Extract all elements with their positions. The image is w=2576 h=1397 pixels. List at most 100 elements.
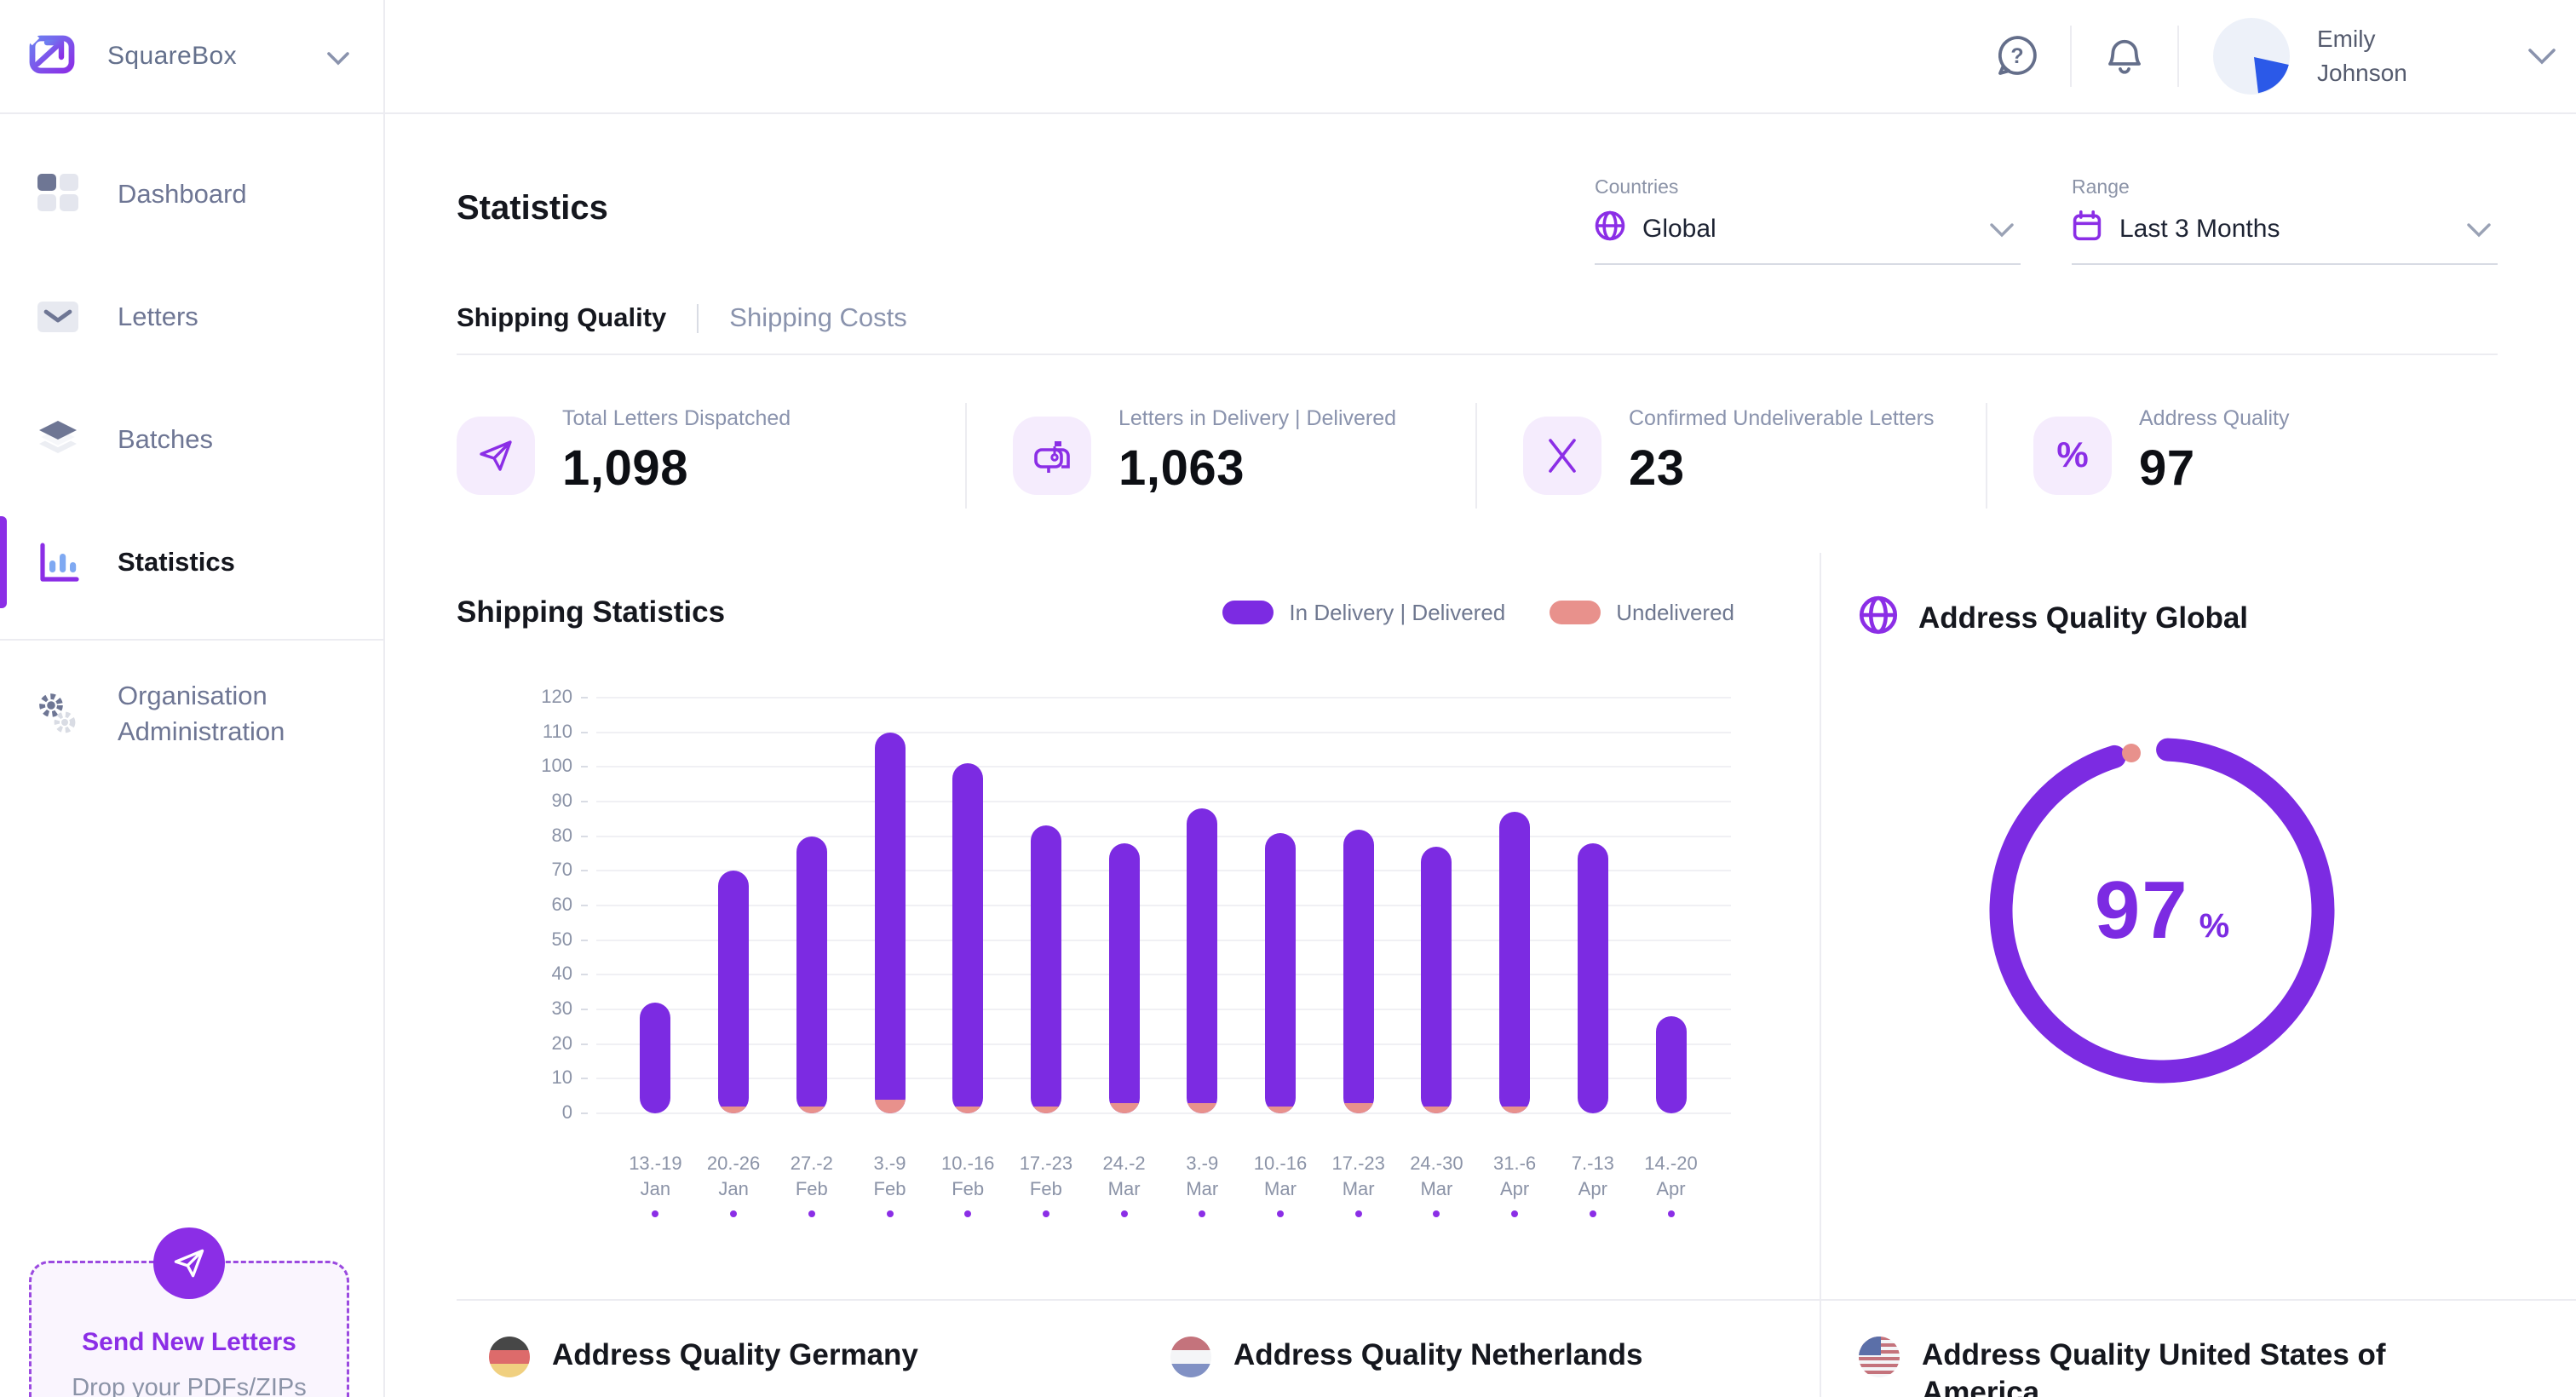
- brand-chevron-down-icon[interactable]: [327, 41, 349, 72]
- undelivered-segment: [1421, 1106, 1452, 1113]
- brand[interactable]: SquareBox: [0, 0, 385, 112]
- bar-17.-23-Mar: [1343, 829, 1374, 1113]
- gridline: [596, 697, 1731, 698]
- category-dot: [1354, 1210, 1362, 1217]
- globe-icon: [1595, 210, 1625, 248]
- gridline: [596, 939, 1731, 941]
- stat-value: 1,098: [562, 440, 689, 496]
- tab-shipping-quality[interactable]: Shipping Quality: [457, 302, 667, 332]
- category-dot: [1589, 1210, 1596, 1217]
- sidebar-item-organisation-administration[interactable]: Organisation Administration: [0, 675, 383, 753]
- undelivered-segment: [796, 1106, 827, 1113]
- y-axis-tick: [581, 835, 588, 837]
- category-dot: [886, 1210, 894, 1217]
- y-axis-tick: [581, 1078, 588, 1080]
- stat-card-address-quality: % Address Quality 97: [1987, 403, 2498, 509]
- legend-undelivered[interactable]: Undelivered: [1550, 600, 1734, 626]
- bar-7.-13-Apr: [1577, 842, 1608, 1113]
- gridline: [596, 905, 1731, 906]
- sidebar-item-statistics[interactable]: Statistics: [0, 516, 383, 608]
- sidebar-item-dashboard[interactable]: Dashboard: [0, 155, 383, 233]
- category-dot: [1667, 1210, 1675, 1217]
- dropzone-title: Send New Letters: [82, 1328, 296, 1356]
- y-axis-tick: [581, 974, 588, 976]
- usa-flag-icon: [1859, 1337, 1900, 1377]
- bar-3.-9-Mar: [1187, 808, 1218, 1113]
- y-axis-tick: [581, 801, 588, 802]
- stat-value: 97: [2139, 440, 2195, 496]
- y-axis-tick: [581, 697, 588, 698]
- donut-ring: [1989, 738, 2335, 1084]
- bar-10.-16-Feb: [952, 763, 984, 1113]
- bar-10.-16-Mar: [1265, 832, 1296, 1113]
- x-axis-label: 17.-23 Feb: [1019, 1153, 1073, 1199]
- stat-value: 1,063: [1118, 440, 1245, 496]
- user-chevron-down-icon[interactable]: [2528, 41, 2556, 72]
- gridline: [596, 731, 1731, 733]
- y-axis-tick: [581, 731, 588, 733]
- y-axis-tick: [581, 1009, 588, 1010]
- y-axis-tick: [581, 766, 588, 768]
- tabs: Shipping Quality Shipping Costs: [457, 302, 2498, 355]
- y-axis-tick: [581, 939, 588, 941]
- donut-value: 97: [2094, 865, 2189, 956]
- x-axis-label: 13.-19 Jan: [629, 1153, 682, 1199]
- bar-17.-23-Feb: [1030, 825, 1061, 1113]
- gridline: [596, 870, 1731, 872]
- category-dot: [1120, 1210, 1128, 1217]
- sidebar-item-letters[interactable]: Letters: [0, 278, 383, 356]
- sidebar-item-batches[interactable]: Batches: [0, 400, 383, 479]
- y-axis-tick: [581, 905, 588, 906]
- bar-24.-2-Mar: [1108, 842, 1140, 1113]
- envelope-icon: [36, 295, 80, 339]
- y-axis-label: 40: [551, 963, 572, 985]
- calendar-icon: [2072, 210, 2102, 248]
- dropzone-subtitle: Drop your PDFs/ZIPs here or click to bro…: [72, 1374, 307, 1397]
- germany-flag-icon: [489, 1337, 530, 1377]
- range-chevron-down-icon: [2467, 214, 2491, 245]
- x-axis-label: 3.-9 Mar: [1186, 1153, 1219, 1199]
- y-axis-label: 90: [551, 790, 572, 811]
- notifications-button[interactable]: [2085, 33, 2164, 79]
- stat-card-dispatched: Total Letters Dispatched 1,098: [457, 403, 967, 509]
- x-axis-label: 17.-23 Mar: [1331, 1153, 1385, 1199]
- user-name: Emily Johnson: [2317, 26, 2407, 86]
- x-axis-label: 14.-20 Apr: [1644, 1153, 1698, 1199]
- address-quality-donut: 97 %: [1975, 723, 2349, 1098]
- countries-dropdown[interactable]: Countries Global: [1595, 175, 2021, 265]
- divider: [2177, 26, 2179, 87]
- y-axis-tick: [581, 1043, 588, 1045]
- bar-27.-2-Feb: [796, 836, 827, 1113]
- help-button[interactable]: ?: [1978, 33, 2056, 79]
- sidebar-item-label: Dashboard: [118, 179, 247, 209]
- gridline: [596, 1009, 1731, 1010]
- y-axis-label: 80: [551, 824, 572, 846]
- gridline: [596, 974, 1731, 976]
- avatar[interactable]: [2213, 18, 2290, 95]
- legend-in-delivery[interactable]: In Delivery | Delivered: [1222, 600, 1505, 626]
- category-dot: [730, 1210, 738, 1217]
- category-dot: [1277, 1210, 1284, 1217]
- x-icon: [1523, 417, 1601, 495]
- x-axis-label: 7.-13 Apr: [1571, 1153, 1614, 1199]
- gridline: [596, 1043, 1731, 1045]
- countries-label: Countries: [1595, 175, 1679, 198]
- undelivered-segment: [718, 1107, 750, 1113]
- x-axis-label: 3.-9 Feb: [873, 1153, 906, 1199]
- range-dropdown[interactable]: Range Last 3 Months: [2072, 175, 2498, 265]
- svg-text:%: %: [2056, 434, 2088, 474]
- send-new-letters-dropzone[interactable]: Send New Letters Drop your PDFs/ZIPs her…: [29, 1227, 349, 1397]
- donut-unit: %: [2199, 906, 2230, 945]
- y-axis-label: 110: [542, 720, 572, 742]
- x-axis-label: 27.-2 Feb: [790, 1153, 833, 1199]
- undelivered-segment: [1030, 1107, 1061, 1113]
- squarebox-logo-icon: [25, 26, 78, 86]
- tab-shipping-costs[interactable]: Shipping Costs: [729, 302, 907, 332]
- range-value: Last 3 Months: [2119, 215, 2280, 243]
- gridline: [596, 766, 1731, 768]
- category-dot: [1511, 1210, 1519, 1217]
- undelivered-segment: [874, 1099, 906, 1113]
- active-indicator: [0, 516, 7, 608]
- stat-label: Letters in Delivery | Delivered: [1118, 406, 1397, 430]
- page-head: Statistics Countries Global: [457, 175, 2498, 265]
